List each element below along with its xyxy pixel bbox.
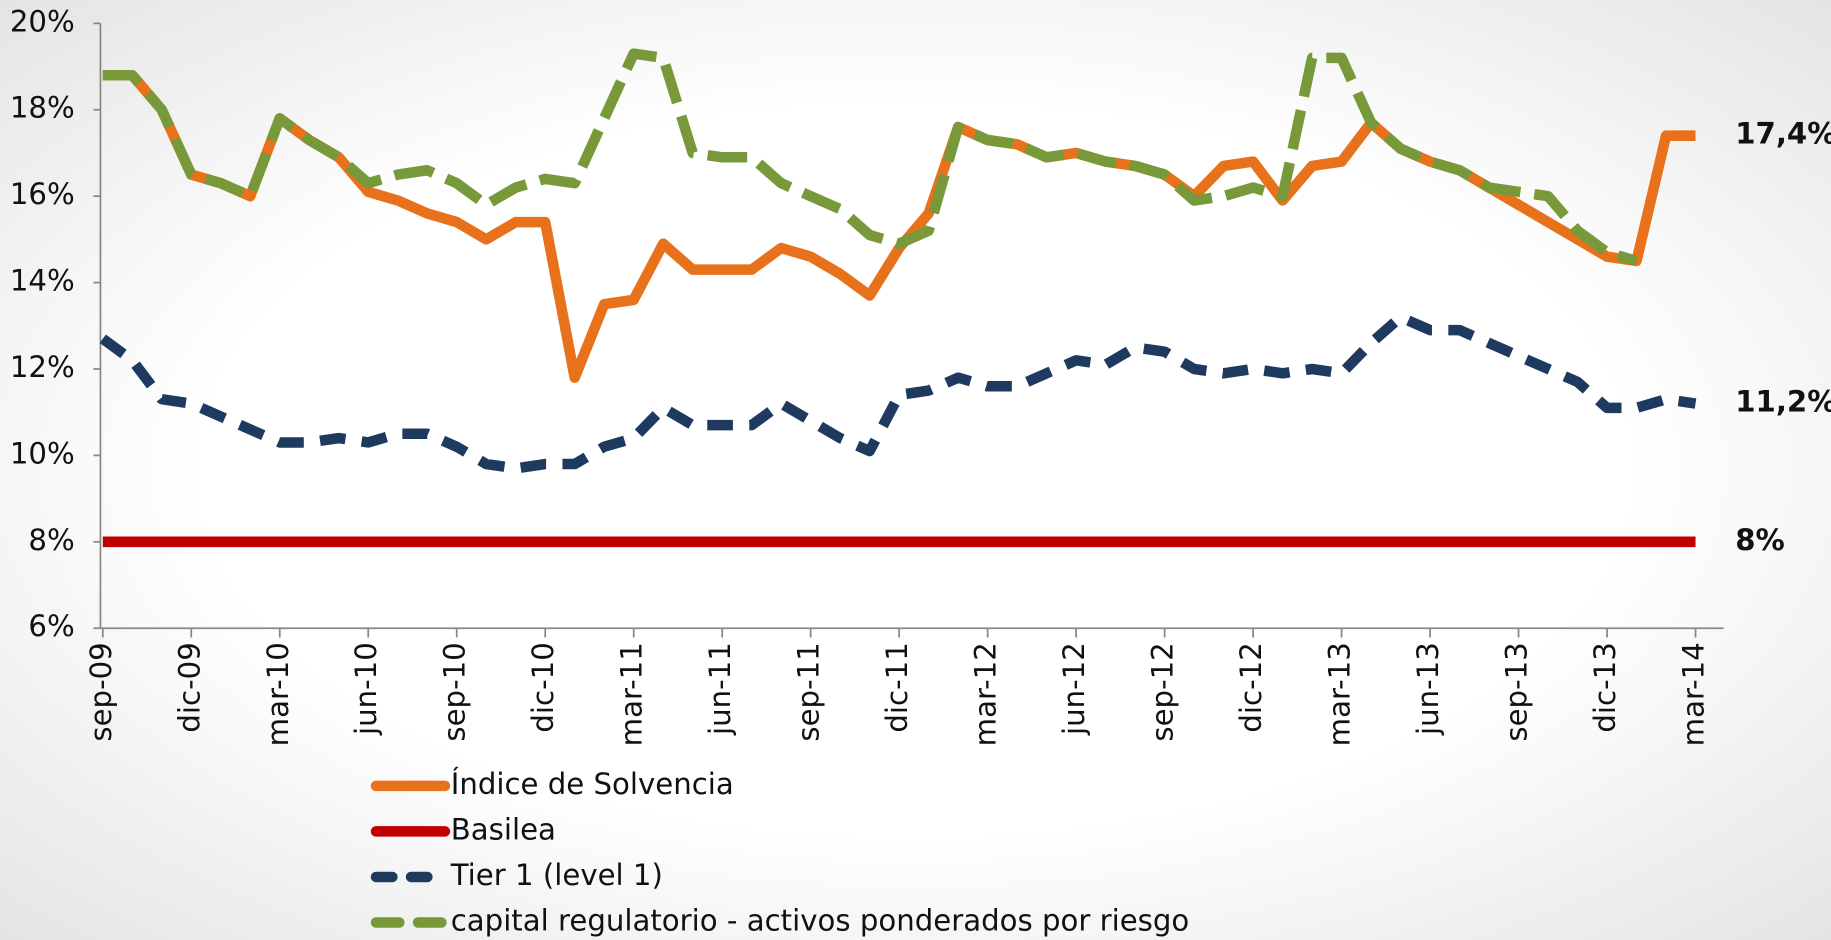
- x-tick-label: dic-09: [172, 642, 206, 732]
- end-label: 11,2%: [1735, 385, 1831, 419]
- y-tick-label: 20%: [10, 4, 75, 38]
- x-tick-label: mar-10: [261, 642, 295, 746]
- x-tick-label: mar-14: [1677, 642, 1711, 746]
- x-tick-label: jun-10: [349, 642, 383, 736]
- y-tick-label: 10%: [10, 436, 75, 470]
- x-tick-label: mar-12: [969, 642, 1003, 746]
- y-tick-label: 14%: [10, 264, 75, 298]
- x-tick-label: sep-13: [1500, 642, 1534, 741]
- x-tick-label: dic-13: [1588, 642, 1622, 732]
- x-tick-label: mar-13: [1323, 642, 1357, 746]
- legend-label: Índice de Solvencia: [451, 767, 734, 801]
- y-tick-label: 8%: [28, 523, 74, 557]
- x-tick-label: sep-09: [84, 642, 118, 741]
- x-tick-label: sep-12: [1146, 642, 1180, 741]
- x-tick-label: jun-11: [703, 642, 737, 736]
- legend-label: Basilea: [451, 812, 556, 846]
- x-tick-label: jun-12: [1057, 642, 1091, 736]
- x-tick-label: dic-10: [526, 642, 560, 732]
- y-tick-label: 6%: [28, 609, 74, 643]
- x-tick-label: dic-11: [880, 642, 914, 732]
- legend-label: capital regulatorio - activos ponderados…: [451, 903, 1190, 937]
- y-tick-label: 18%: [10, 91, 75, 125]
- series-line: [102, 48, 1639, 267]
- legend-label: Tier 1 (level 1): [450, 858, 663, 892]
- x-tick-label: dic-12: [1234, 642, 1268, 732]
- x-tick-label: sep-10: [438, 642, 472, 741]
- x-tick-label: sep-11: [792, 642, 826, 741]
- x-tick-label: mar-11: [615, 642, 649, 746]
- end-label: 8%: [1735, 523, 1785, 557]
- y-tick-label: 12%: [10, 350, 75, 384]
- end-label: 17,4%: [1735, 117, 1831, 151]
- series-line: [99, 311, 1697, 474]
- y-tick-label: 16%: [10, 177, 75, 211]
- x-tick-label: jun-13: [1411, 642, 1445, 736]
